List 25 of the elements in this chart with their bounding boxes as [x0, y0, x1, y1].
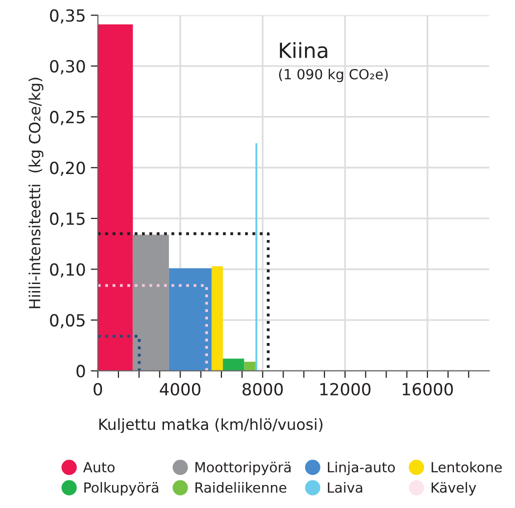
legend-label: Kävely	[432, 482, 476, 496]
legend-label: Raideliikenne	[196, 482, 286, 493]
y-tick-label: 0,30	[50, 60, 85, 74]
y-tick-label: 0	[76, 364, 85, 378]
legend-label: Moottoripyörä	[196, 462, 291, 476]
legend-label: Linja-auto	[328, 462, 395, 476]
legend-label: Polkupyörä	[84, 482, 158, 496]
legend-label: Laiva	[328, 482, 362, 493]
x-tick-label: 8000	[242, 382, 283, 396]
y-tick-label: 0,05	[50, 314, 85, 328]
y-tick-label: 0,10	[50, 263, 85, 278]
x-tick-label: 4000	[160, 382, 200, 396]
x-tick-label: 12000	[320, 382, 370, 396]
legend-label: Lentokone	[432, 462, 502, 472]
legend-label: Auto	[83, 462, 115, 472]
y-tick-label: 0,25	[50, 110, 85, 126]
y-tick-label: 0,15	[50, 212, 85, 227]
annotation: (1 090 kg CO₂e)	[279, 68, 388, 82]
x-tick-label: 0	[94, 382, 102, 396]
y-tick-label: 0,20	[50, 162, 85, 176]
annotation: Kiina	[280, 42, 328, 58]
x-tick-label: 16000	[402, 382, 453, 396]
x-axis-title: Kuljettu matka (km/hlö/vuosi)	[99, 418, 322, 434]
y-tick-label: 0,35	[50, 9, 85, 24]
y-axis-title: Hiili-intensiteetti (kg CO₂e/kg)	[28, 78, 44, 308]
